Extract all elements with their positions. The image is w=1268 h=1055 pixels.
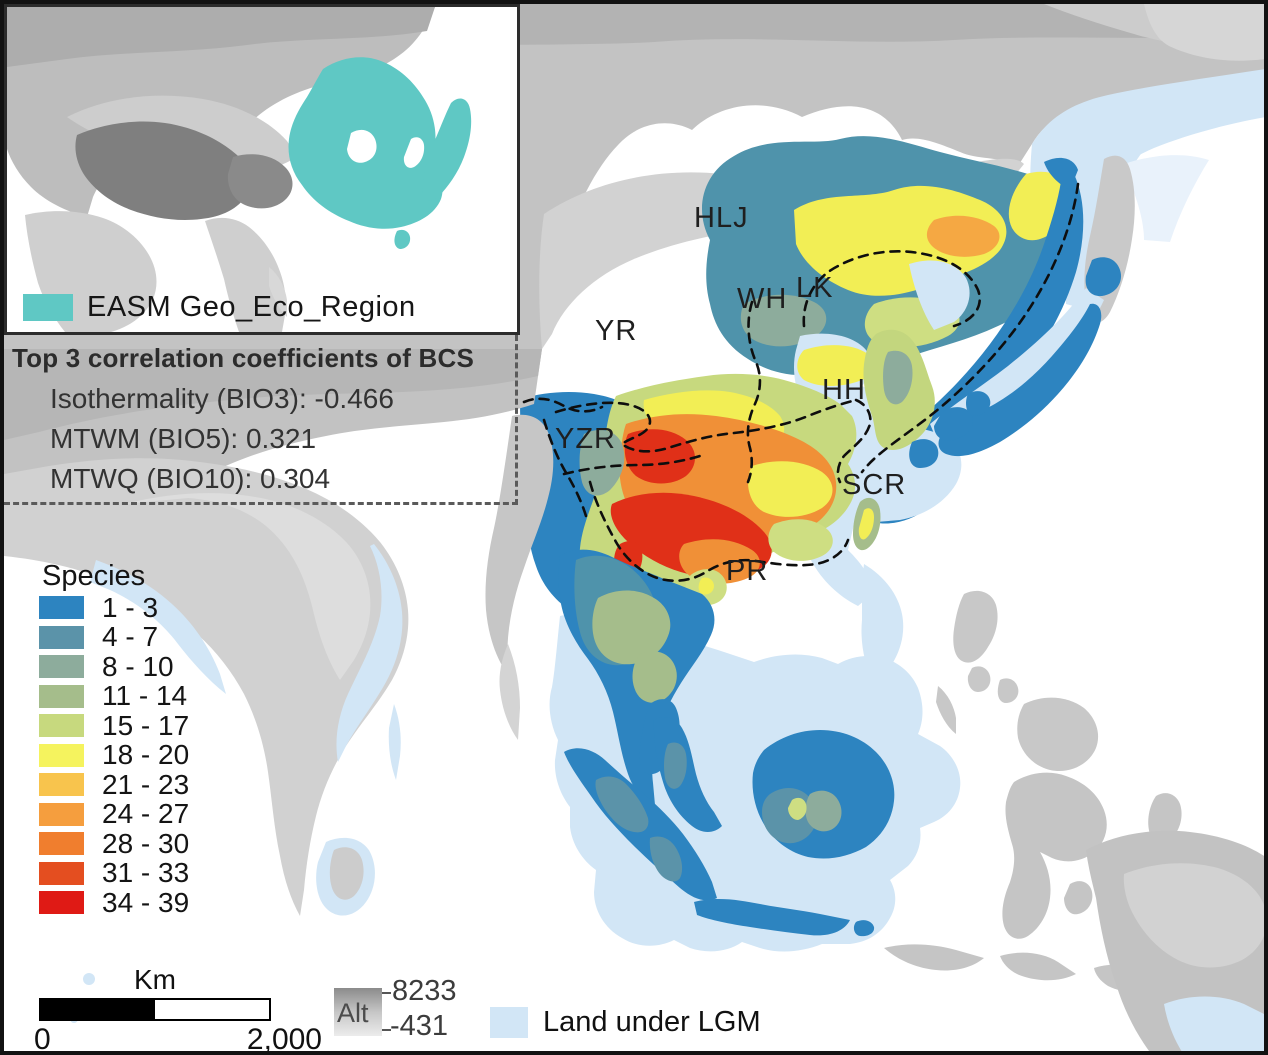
legend-swatch (39, 802, 84, 826)
map-label-yzr: YZR (555, 423, 616, 455)
map-label-scr: SCR (842, 469, 907, 501)
legend-swatch (39, 625, 84, 649)
inset-legend: EASM Geo_Eco_Region (23, 291, 416, 324)
correlation-title: Top 3 correlation coefficients of BCS (12, 343, 474, 373)
legend-label: 31 - 33 (102, 857, 190, 889)
altitude-min-value: -431 (390, 1010, 449, 1042)
altitude-label: Alt (337, 998, 369, 1028)
correlation-line-bio5: MTWM (BIO5): 0.321 (50, 423, 317, 454)
legend-row: 34 - 39 (39, 886, 190, 918)
legend-label: 1 - 3 (102, 591, 159, 623)
altitude-tick-max (382, 992, 391, 994)
lgm-swatch (490, 1007, 528, 1038)
legend-row: 1 - 3 (39, 591, 189, 623)
lgm-legend: Land under LGM (490, 1006, 761, 1039)
scale-bar-graphic (39, 998, 271, 1021)
legend-swatch (39, 743, 84, 767)
legend-label: 18 - 20 (102, 739, 190, 771)
legend-label: 34 - 39 (102, 886, 190, 918)
legend-label: 8 - 10 (102, 650, 174, 682)
legend-swatch (39, 832, 84, 856)
scale-bar-end: 2,000 (246, 1023, 322, 1055)
legend-row: 21 - 23 (39, 768, 190, 800)
map-label-yr: YR (595, 315, 638, 347)
inset-overview-map: EASM Geo_Eco_Region (4, 4, 520, 335)
legend-swatch (39, 861, 84, 885)
scale-bar-unit: Km (134, 964, 176, 995)
legend-swatch (39, 891, 84, 915)
legend-row: 8 - 10 (39, 650, 189, 682)
altitude-max-value: 8233 (392, 975, 457, 1007)
legend-row: 11 - 14 (39, 680, 189, 712)
legend-row: 18 - 20 (39, 739, 190, 771)
legend-row: 15 - 17 (39, 709, 190, 741)
map-label-wh: WH (737, 283, 788, 315)
map-label-hh: HH (822, 374, 866, 406)
legend-label: 4 - 7 (102, 621, 159, 653)
correlation-box: Top 3 correlation coefficients of BCS Is… (4, 335, 518, 505)
legend-row: 4 - 7 (39, 621, 189, 653)
scale-bar-fill (41, 1000, 155, 1019)
legend-label: 21 - 23 (102, 768, 190, 800)
legend-swatch (39, 684, 84, 708)
map-label-lk: LK (796, 272, 834, 304)
correlation-line-bio3: Isothermality (BIO3): -0.466 (50, 383, 394, 414)
species-legend-title: Species (42, 560, 146, 592)
species-legend: Species 1 - 3 4 - 7 8 - 10 11 - 14 15 - … (39, 560, 189, 918)
legend-swatch (39, 596, 84, 620)
altitude-tick-min (382, 1029, 391, 1031)
easm-region-label: EASM Geo_Eco_Region (87, 291, 416, 323)
legend-swatch (39, 714, 84, 738)
legend-row: 28 - 30 (39, 827, 190, 859)
easm-region-swatch (23, 294, 73, 321)
correlation-line-bio10: MTWQ (BIO10): 0.304 (50, 463, 331, 494)
legend-label: 15 - 17 (102, 709, 190, 741)
map-label-hlj: HLJ (694, 202, 749, 234)
scale-bar-start: 0 (34, 1023, 51, 1055)
legend-label: 28 - 30 (102, 827, 190, 859)
legend-swatch (39, 655, 84, 679)
legend-row: 24 - 27 (39, 798, 190, 830)
lgm-label: Land under LGM (543, 1006, 761, 1038)
scale-bar: Km 0 2,000 (34, 964, 322, 1055)
legend-label: 11 - 14 (102, 680, 188, 712)
altitude-legend: Alt 8233 -431 (334, 975, 464, 1051)
inset-map-graphic (7, 7, 517, 332)
map-label-pr: PR (726, 555, 769, 587)
legend-swatch (39, 773, 84, 797)
altitude-gradient (334, 988, 382, 1036)
legend-label: 24 - 27 (102, 798, 190, 830)
legend-row: 31 - 33 (39, 857, 190, 889)
